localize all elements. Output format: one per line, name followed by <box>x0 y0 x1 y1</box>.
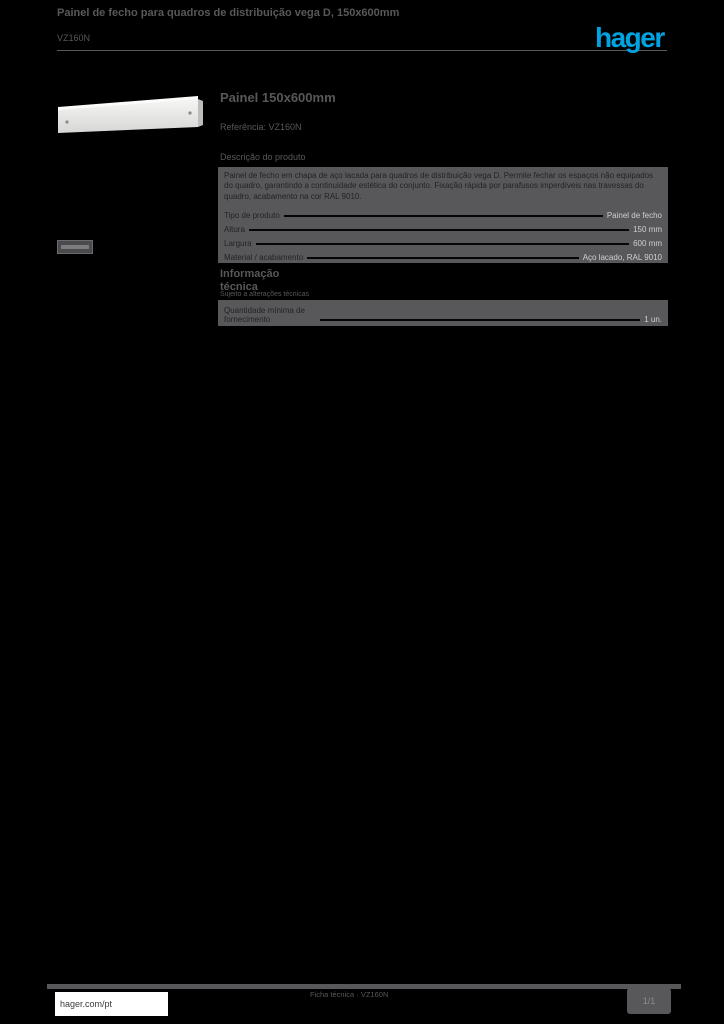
hager-logo: hager <box>595 22 665 53</box>
characteristic-row: Tipo de produto Painel de fecho <box>224 206 662 220</box>
characteristic-row: Largura 600 mm <box>224 234 662 248</box>
row-value: Painel de fecho <box>606 211 662 221</box>
product-photo <box>58 96 203 133</box>
header-reference: VZ160N <box>57 33 91 43</box>
product-description: Painel de fecho em chapa de aço lacada p… <box>224 171 654 201</box>
characteristics-panel: Painel de fecho em chapa de aço lacada p… <box>218 167 668 263</box>
leader-line <box>320 319 641 321</box>
row-label: Largura <box>224 239 252 249</box>
leader-line <box>248 229 630 232</box>
logistics-panel: Quantidade mínima de fornecimento 1 un. <box>218 300 668 326</box>
row-label: Material / acabamento <box>224 253 304 263</box>
leader-line <box>307 257 579 260</box>
characteristic-row: Material / acabamento Aço lacado, RAL 90… <box>224 248 662 262</box>
technical-note: Sujeito a alterações técnicas <box>220 291 310 298</box>
row-label: Quantidade mínima de fornecimento <box>224 305 305 324</box>
header-divider <box>57 50 667 51</box>
footer-meta: Ficha técnica · VZ160N <box>310 990 389 999</box>
leader-line <box>283 215 603 218</box>
dimension-thumbnail <box>57 240 93 254</box>
row-value: 1 un. <box>644 315 662 324</box>
row-value: 600 mm <box>633 239 662 249</box>
logistics-row: Quantidade mínima de fornecimento 1 un. <box>224 302 662 324</box>
more-info-heading: Informação técnica <box>220 268 280 293</box>
leader-line <box>255 243 630 246</box>
reference-label: Referência: VZ160N <box>220 122 302 132</box>
row-value: Aço lacado, RAL 9010 <box>582 253 662 263</box>
row-label: Altura <box>224 225 245 235</box>
characteristic-row: Altura 150 mm <box>224 220 662 234</box>
row-label: Tipo de produto <box>224 211 280 221</box>
product-heading: Painel 150x600mm <box>220 90 336 105</box>
footer-website-link[interactable]: hager.com/pt <box>55 992 168 1016</box>
header-title: Painel de fecho para quadros de distribu… <box>57 7 400 19</box>
thumbnail-bar <box>61 245 89 249</box>
row-value: 150 mm <box>633 225 662 235</box>
footer-divider <box>47 984 681 989</box>
description-section-label: Descrição do produto <box>220 152 306 162</box>
page-indicator: 1/1 <box>627 988 671 1014</box>
